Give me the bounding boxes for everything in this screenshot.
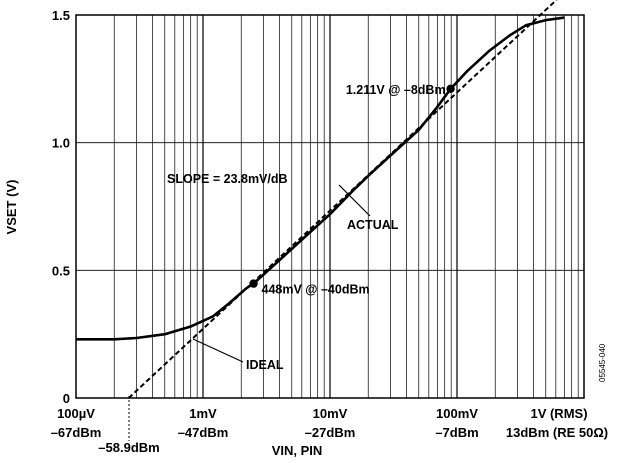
x-tick-labels: 100µV –67dBm 1mV –47dBm 10mV –27dBm 100mV –7dBm… bbox=[51, 406, 608, 440]
y-tick-labels: 0 0.5 1.0 1.5 bbox=[52, 8, 70, 406]
y-tick-label: 1.5 bbox=[52, 8, 70, 23]
grid bbox=[76, 15, 584, 398]
x-axis-label: VIN, PIN bbox=[272, 443, 323, 458]
annotation-slope: SLOPE = 23.8mV/dB bbox=[167, 172, 288, 186]
annotation-actual: ACTUAL bbox=[347, 218, 399, 232]
series-layer bbox=[76, 0, 565, 399]
x-tick-label-dbm: –67dBm bbox=[51, 425, 102, 440]
x-tick-label-dbm: –7dBm bbox=[435, 425, 478, 440]
series-ideal bbox=[128, 0, 558, 399]
annotation-ideal: IDEAL bbox=[246, 358, 284, 372]
plot-frame bbox=[75, 14, 585, 399]
annotation-intercept: –58.9dBm bbox=[98, 440, 159, 455]
figure-id: 05545-040 bbox=[598, 343, 607, 382]
y-axis-label: VSET (V) bbox=[4, 180, 19, 235]
x-tick-label: 100mV bbox=[436, 406, 478, 421]
x-tick-label: 1mV bbox=[189, 406, 217, 421]
x-tick-label: 1V (RMS) bbox=[530, 406, 587, 421]
x-tick-label-dbm: 13dBm (RE 50Ω) bbox=[506, 425, 608, 440]
series-actual bbox=[76, 16, 565, 341]
x-tick-label: 100µV bbox=[57, 406, 95, 421]
x-tick-label-dbm: –47dBm bbox=[178, 425, 229, 440]
data-point-marker bbox=[249, 279, 258, 288]
actual-leader-line bbox=[338, 184, 371, 217]
y-tick-label: 1.0 bbox=[52, 136, 70, 151]
data-point-marker bbox=[446, 84, 455, 93]
ideal-leader-line bbox=[192, 338, 244, 363]
y-tick-label: 0 bbox=[63, 391, 70, 406]
y-tick-label: 0.5 bbox=[52, 263, 70, 278]
annotation-point-low: 448mV @ –40dBm bbox=[262, 283, 370, 297]
x-tick-label: 10mV bbox=[313, 406, 348, 421]
x-tick-label-dbm: –27dBm bbox=[305, 425, 356, 440]
annotation-point-high: 1.211V @ –8dBm bbox=[346, 83, 446, 97]
